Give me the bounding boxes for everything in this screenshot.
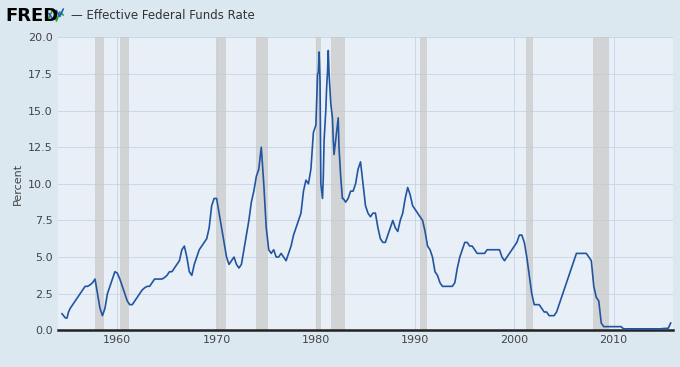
Text: FRED: FRED	[5, 7, 58, 25]
Text: — Effective Federal Funds Rate: — Effective Federal Funds Rate	[71, 9, 254, 22]
Bar	[120, 37, 129, 330]
Bar	[95, 37, 104, 330]
Bar	[593, 37, 609, 330]
Bar	[216, 37, 226, 330]
Bar	[526, 37, 533, 330]
Bar	[330, 37, 345, 330]
Y-axis label: Percent: Percent	[13, 163, 22, 205]
Bar	[316, 37, 321, 330]
Bar	[256, 37, 268, 330]
Bar	[420, 37, 427, 330]
